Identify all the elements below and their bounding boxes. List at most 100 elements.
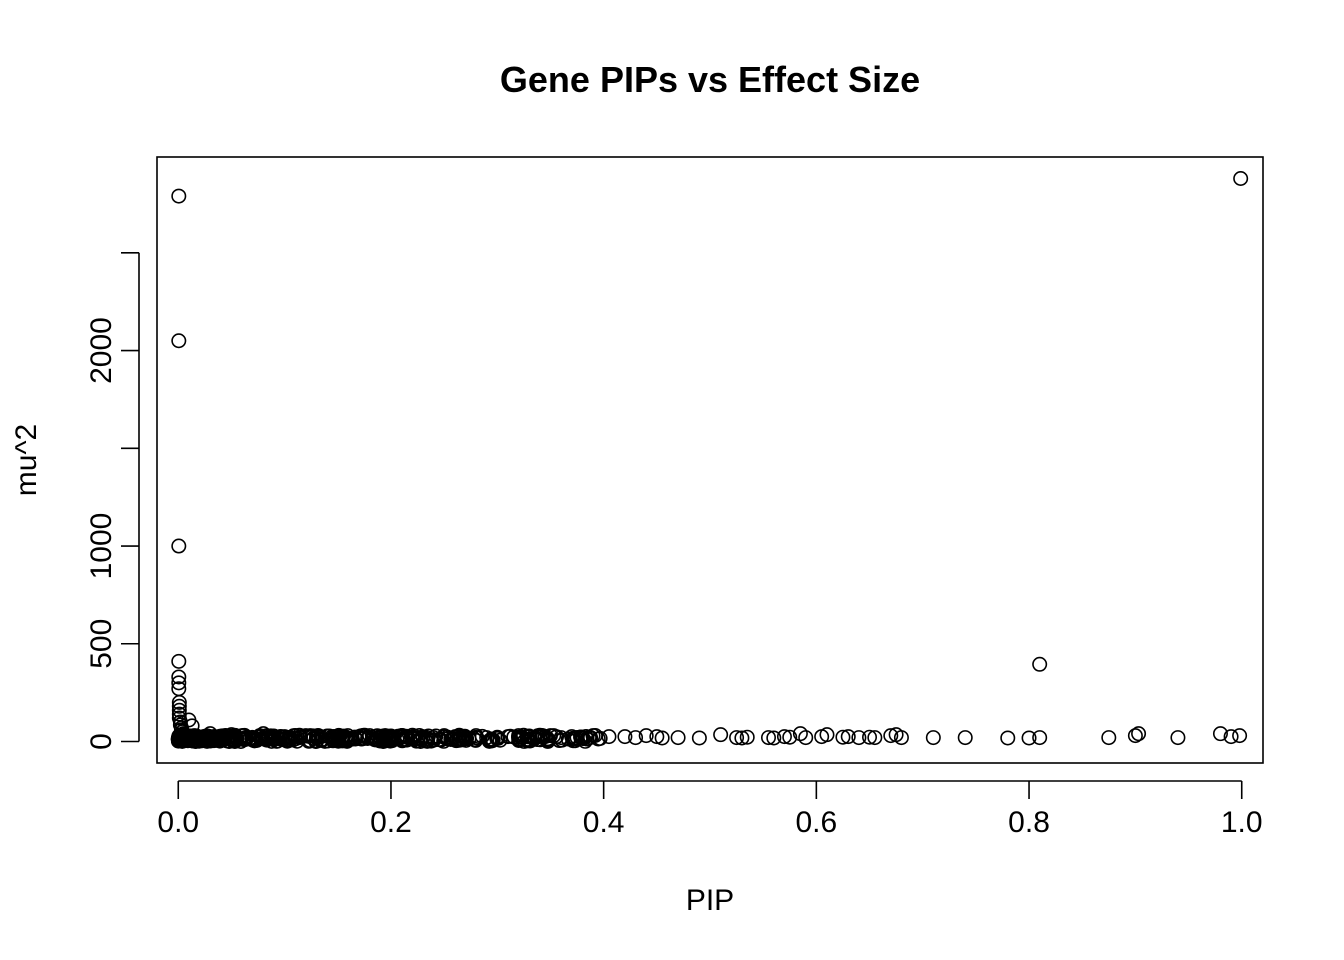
data-point-89	[883, 728, 899, 744]
data-point-5	[171, 675, 187, 691]
data-point-70	[670, 730, 686, 746]
chart-title: Gene PIPs vs Effect Size	[500, 59, 920, 100]
data-point-76	[760, 730, 776, 746]
x-axis-ticks: 0.0 0.2 0.4 0.6 0.8 1.0	[157, 781, 1263, 839]
dense-point-418	[189, 733, 205, 749]
y-tick-label-1: 500	[85, 619, 118, 669]
y-tick-label-2: 1000	[85, 513, 118, 580]
y-tick-label-0: 0	[85, 733, 118, 750]
dense-point-386	[420, 728, 436, 744]
dense-point-416	[193, 729, 209, 745]
dense-point-384	[324, 729, 340, 745]
data-point-68	[649, 729, 665, 745]
data-point-4	[171, 669, 187, 685]
data-point-86	[851, 730, 867, 746]
data-point-85	[840, 729, 856, 745]
data-point-1	[171, 333, 187, 349]
data-point-2	[171, 538, 187, 554]
dense-point-419	[275, 732, 291, 748]
data-point-97	[1032, 656, 1048, 672]
dense-point-407	[315, 732, 331, 748]
data-point-99	[1127, 728, 1143, 744]
y-tick-label-4: 2000	[85, 317, 118, 384]
x-tick-label-4: 0.8	[1008, 806, 1050, 839]
dense-point-296	[587, 727, 603, 743]
data-point-95	[1021, 730, 1037, 746]
data-point-77	[766, 730, 782, 746]
dense-point-357	[251, 729, 267, 745]
dense-point-341	[360, 730, 376, 746]
dense-point-397	[174, 729, 190, 745]
data-point-105	[1233, 171, 1249, 187]
data-point-71	[691, 730, 707, 746]
dense-point-367	[340, 728, 356, 744]
dense-point-375	[332, 729, 348, 745]
dense-point-340	[554, 732, 570, 748]
data-point-83	[819, 727, 835, 743]
data-point-93	[957, 730, 973, 746]
data-point-103	[1223, 729, 1239, 745]
data-point-75	[739, 729, 755, 745]
data-point-101	[1170, 730, 1186, 746]
data-point-79	[782, 729, 798, 745]
dense-point-388	[308, 733, 324, 749]
dense-point-405	[483, 731, 499, 747]
data-point-81	[798, 730, 814, 746]
dense-point-267	[357, 728, 373, 744]
dense-point-391	[413, 733, 429, 749]
data-point-94	[1000, 730, 1016, 746]
dense-point-406	[560, 731, 576, 747]
data-point-9	[171, 702, 187, 718]
data-point-8	[171, 698, 187, 714]
dense-point-329	[539, 732, 555, 748]
plot-frame	[156, 156, 1264, 764]
dense-point-401	[174, 733, 190, 749]
x-tick-label-5: 1.0	[1221, 806, 1263, 839]
data-point-91	[893, 730, 909, 746]
data-point-87	[862, 729, 878, 745]
dense-point-326	[232, 731, 248, 747]
data-point-65	[617, 729, 633, 745]
x-tick-label-0: 0.0	[157, 806, 199, 839]
dense-point-169	[590, 731, 606, 747]
data-point-3	[171, 653, 187, 669]
data-point-74	[734, 730, 750, 746]
dense-point-325	[443, 731, 459, 747]
data-point-7	[171, 694, 187, 710]
data-point-100	[1131, 726, 1147, 742]
data-point-102	[1212, 726, 1228, 742]
data-point-67	[638, 728, 654, 744]
x-tick-label-2: 0.4	[583, 806, 625, 839]
data-point-84	[835, 729, 851, 745]
data-points	[170, 171, 1249, 749]
data-point-78	[776, 729, 792, 745]
dense-point-417	[492, 732, 508, 748]
x-tick-label-3: 0.6	[795, 806, 837, 839]
dense-point-344	[452, 731, 468, 747]
dense-point-413	[216, 729, 232, 745]
y-axis-label: mu^2	[10, 424, 43, 496]
x-tick-label-1: 0.2	[370, 806, 412, 839]
data-point-69	[654, 730, 670, 746]
dense-point-400	[532, 732, 548, 748]
data-point-92	[925, 730, 941, 746]
dense-point-415	[244, 729, 260, 745]
data-point-88	[867, 730, 883, 746]
data-point-104	[1232, 728, 1248, 744]
data-point-73	[729, 730, 745, 746]
dense-point-410	[377, 728, 393, 744]
dense-point-374	[382, 733, 398, 749]
dense-point-412	[579, 731, 595, 747]
x-axis-label: PIP	[686, 884, 734, 917]
dense-point-321	[540, 733, 556, 749]
data-point-98	[1101, 730, 1117, 746]
data-point-96	[1032, 730, 1048, 746]
data-point-72	[713, 727, 729, 743]
dense-point-255	[259, 728, 275, 744]
dense-point-346	[506, 729, 522, 745]
dense-point-317	[342, 731, 358, 747]
y-axis-ticks: 0 500 1000 2000	[85, 251, 139, 750]
data-point-0	[171, 188, 187, 204]
dense-point-310	[581, 730, 597, 746]
